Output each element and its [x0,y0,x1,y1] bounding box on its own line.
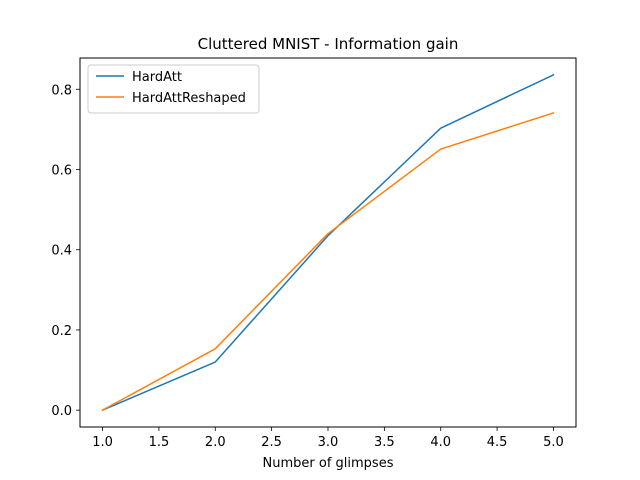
legend: HardAtt HardAttReshaped [87,64,260,114]
x-tick-label: 2.5 [261,435,282,450]
plot-lines [101,73,555,412]
y-tick-label: 0.6 [51,164,72,179]
x-axis-ticks: 1.0 1.5 2.0 2.5 3.0 3.5 4.0 4.5 5.0 [92,427,564,450]
chart-title: Cluttered MNIST - Information gain [198,35,459,53]
y-tick-label: 0.0 [51,404,72,419]
y-tick-label: 0.4 [51,244,72,259]
series-line-1 [101,112,555,412]
x-tick-label: 2.0 [205,435,226,450]
legend-label-1: HardAttReshaped [132,91,246,106]
y-axis-ticks: 0.0 0.2 0.4 0.6 0.8 [51,83,80,419]
y-tick-label: 0.8 [51,83,72,98]
x-tick-label: 3.0 [318,435,339,450]
x-tick-label: 3.5 [374,435,395,450]
y-tick-label: 0.2 [51,324,72,339]
x-tick-label: 4.0 [430,435,451,450]
x-tick-label: 5.0 [543,435,564,450]
plot-frame [79,57,577,428]
x-tick-label: 1.0 [92,435,113,450]
legend-box [87,64,260,114]
x-axis-label: Number of glimpses [263,456,394,471]
legend-label-0: HardAtt [132,70,182,85]
x-tick-label: 1.5 [149,435,170,450]
series-line-0 [101,73,555,412]
x-tick-label: 4.5 [487,435,508,450]
